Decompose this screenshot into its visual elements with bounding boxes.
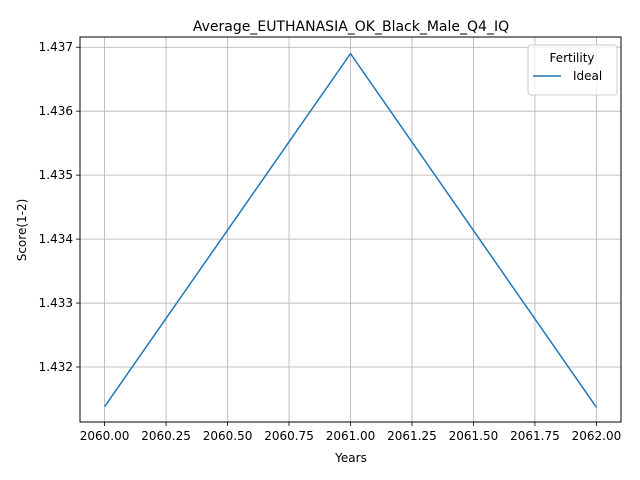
y-tick-label: 1.434	[39, 232, 73, 246]
legend-box	[527, 44, 618, 96]
x-axis-label: Years	[334, 451, 367, 465]
y-axis-label: Score(1-2)	[15, 199, 29, 262]
grid	[80, 37, 621, 422]
series-line-ideal	[103, 52, 598, 408]
x-tick-label: 2060.75	[264, 429, 314, 443]
x-tick-label: 2061.75	[510, 429, 560, 443]
series-layer	[103, 52, 598, 408]
y-tick-label: 1.436	[39, 104, 73, 118]
x-tick-label: 2061.25	[387, 429, 437, 443]
y-tick-label: 1.432	[39, 360, 73, 374]
x-tick-label: 2061.00	[326, 429, 376, 443]
y-tick-label: 1.435	[39, 168, 73, 182]
legend: Fertility Ideal	[527, 44, 618, 96]
chart-title: Average_EUTHANASIA_OK_Black_Male_Q4_IQ	[193, 19, 509, 35]
y-tick-label: 1.433	[39, 296, 73, 310]
legend-title: Fertility	[549, 51, 594, 65]
x-axis: 2060.00 2060.25 2060.50 2060.75 2061.00 2061.…	[80, 422, 621, 443]
x-tick-label: 2060.50	[203, 429, 253, 443]
y-tick-label: 1.437	[39, 40, 73, 54]
x-tick-label: 2061.50	[449, 429, 499, 443]
x-tick-label: 2062.00	[572, 429, 622, 443]
x-tick-label: 2060.00	[80, 429, 130, 443]
legend-label-ideal: Ideal	[573, 69, 602, 83]
y-axis: 1.432 1.433 1.434 1.435 1.436 1.437	[39, 40, 80, 374]
x-tick-label: 2060.25	[141, 429, 191, 443]
